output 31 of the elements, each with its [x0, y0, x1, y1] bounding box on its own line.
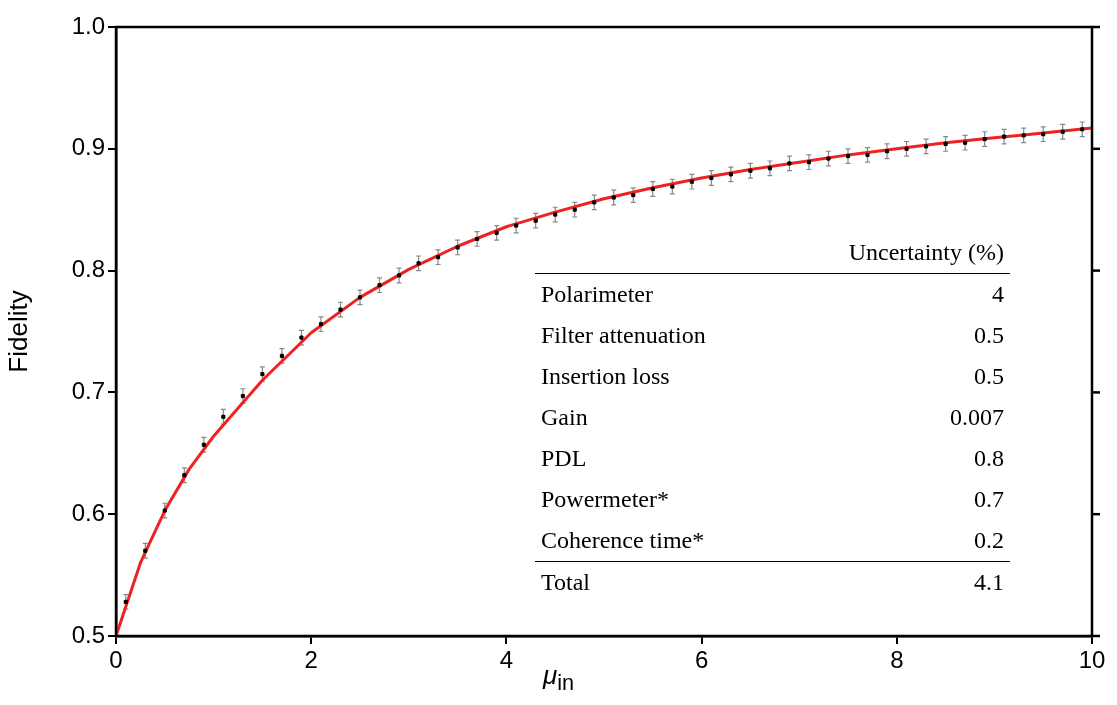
x-tick-label: 6	[694, 646, 709, 674]
y-tick-label: 0.6	[71, 498, 105, 526]
y-tick-label: 0.7	[71, 377, 105, 405]
x-tick-label: 2	[304, 646, 318, 674]
annotation: Total	[540, 568, 591, 597]
x-tick-label: 4	[499, 646, 514, 674]
annotation: 0.007	[949, 403, 1005, 432]
x-tick-label: 10	[1078, 646, 1106, 674]
annotation: 0.5	[973, 321, 1005, 350]
x-axis-title: μ$_{in}$	[542, 660, 575, 696]
annotation: 0.7	[973, 485, 1005, 514]
annotation: Powermeter*	[540, 485, 670, 514]
annotation: 0.2	[778, 520, 1010, 562]
y-axis-title: Fidelity	[2, 290, 33, 373]
annotation: 0.8	[973, 444, 1005, 473]
annotation: 4.1	[973, 568, 1005, 597]
annotation: Uncertainty (%)	[778, 232, 1010, 274]
y-tick-label: 0.8	[71, 255, 105, 283]
y-tick-label: 1.0	[71, 11, 105, 39]
annotation: Polarimeter	[540, 280, 654, 309]
annotation: 4	[991, 280, 1005, 309]
y-tick-label: 0.5	[71, 620, 105, 648]
annotation: PDL	[540, 444, 588, 473]
annotation: Filter attenuation	[540, 321, 707, 350]
annotation: Coherence time*	[535, 520, 779, 562]
annotation: Gain	[540, 403, 589, 432]
x-tick-label: 0	[109, 646, 123, 674]
annotation: Insertion loss	[540, 362, 671, 391]
annotation: 0.5	[973, 362, 1005, 391]
y-tick-label: 0.9	[71, 133, 105, 161]
x-tick-label: 8	[890, 646, 904, 674]
